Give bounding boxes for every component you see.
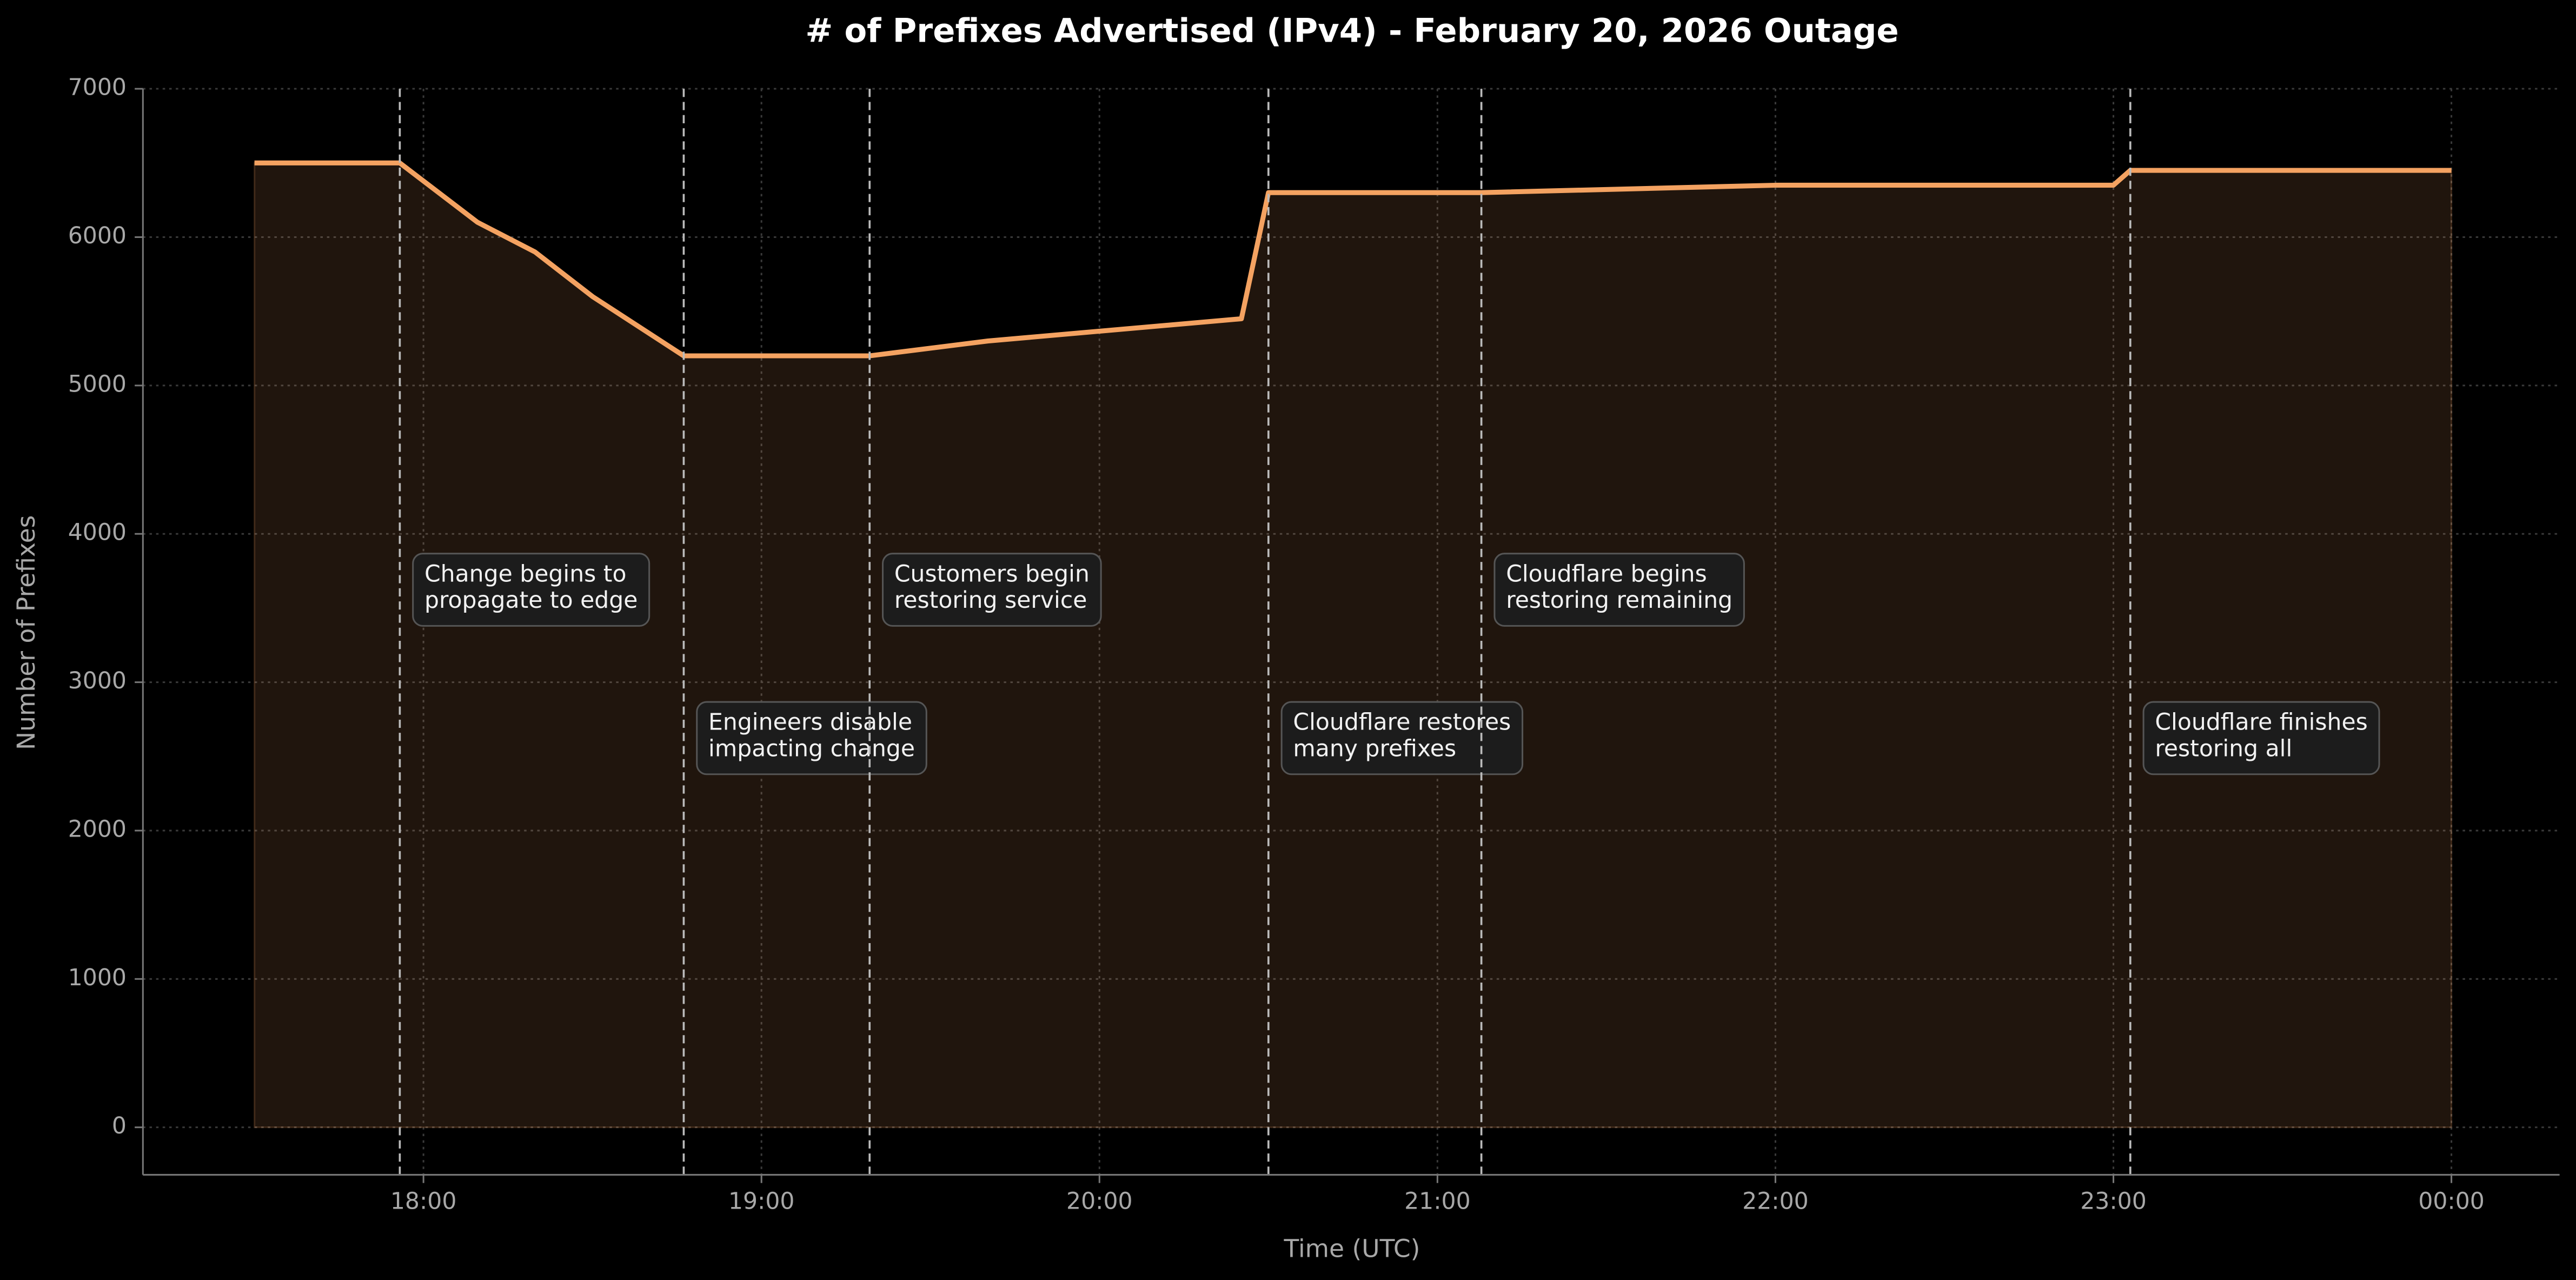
annotation-text: Cloudflare finishes xyxy=(2155,709,2367,736)
annotation-text: restoring remaining xyxy=(1506,587,1732,614)
y-tick-label: 0 xyxy=(112,1113,127,1139)
x-tick-label: 00:00 xyxy=(2418,1189,2485,1215)
annotation-text: Change begins to xyxy=(424,561,627,587)
annotation-text: Customers begin xyxy=(894,561,1090,587)
annotation-text: restoring all xyxy=(2155,735,2292,762)
x-tick-label: 18:00 xyxy=(390,1189,457,1215)
annotation-text: impacting change xyxy=(708,735,915,762)
y-tick-label: 7000 xyxy=(68,75,127,101)
y-tick-label: 3000 xyxy=(68,668,127,694)
x-axis-label: Time (UTC) xyxy=(1284,1235,1420,1263)
y-tick-label: 6000 xyxy=(68,223,127,249)
annotation-text: many prefixes xyxy=(1293,735,1456,762)
annotation-box xyxy=(2142,701,2380,775)
annotation-text: Cloudflare restores xyxy=(1293,709,1511,736)
annotation-box xyxy=(1493,553,1745,627)
annotation-text: restoring service xyxy=(894,587,1087,614)
y-tick-label: 1000 xyxy=(68,965,127,991)
annotation-text: Cloudflare begins xyxy=(1506,561,1707,587)
annotation-box xyxy=(1280,701,1524,775)
annotation-text: propagate to edge xyxy=(424,587,638,614)
y-tick-label: 2000 xyxy=(68,816,127,843)
x-tick-label: 21:00 xyxy=(1404,1189,1471,1215)
chart-title: # of Prefixes Advertised (IPv4) - Februa… xyxy=(805,12,1898,50)
line xyxy=(254,160,2452,359)
annotation-text: Engineers disable xyxy=(708,709,912,736)
area xyxy=(254,162,2453,1129)
annotation-box xyxy=(882,553,1102,627)
y-tick-label: 5000 xyxy=(68,371,127,397)
x-tick-label: 19:00 xyxy=(728,1189,795,1215)
y-axis-label: Number of Prefixes xyxy=(12,515,41,750)
x-tick-label: 23:00 xyxy=(2080,1189,2147,1215)
annotation-box xyxy=(412,553,650,627)
x-tick-label: 20:00 xyxy=(1066,1189,1133,1215)
y-tick-label: 4000 xyxy=(68,520,127,546)
x-tick-label: 22:00 xyxy=(1742,1189,1809,1215)
